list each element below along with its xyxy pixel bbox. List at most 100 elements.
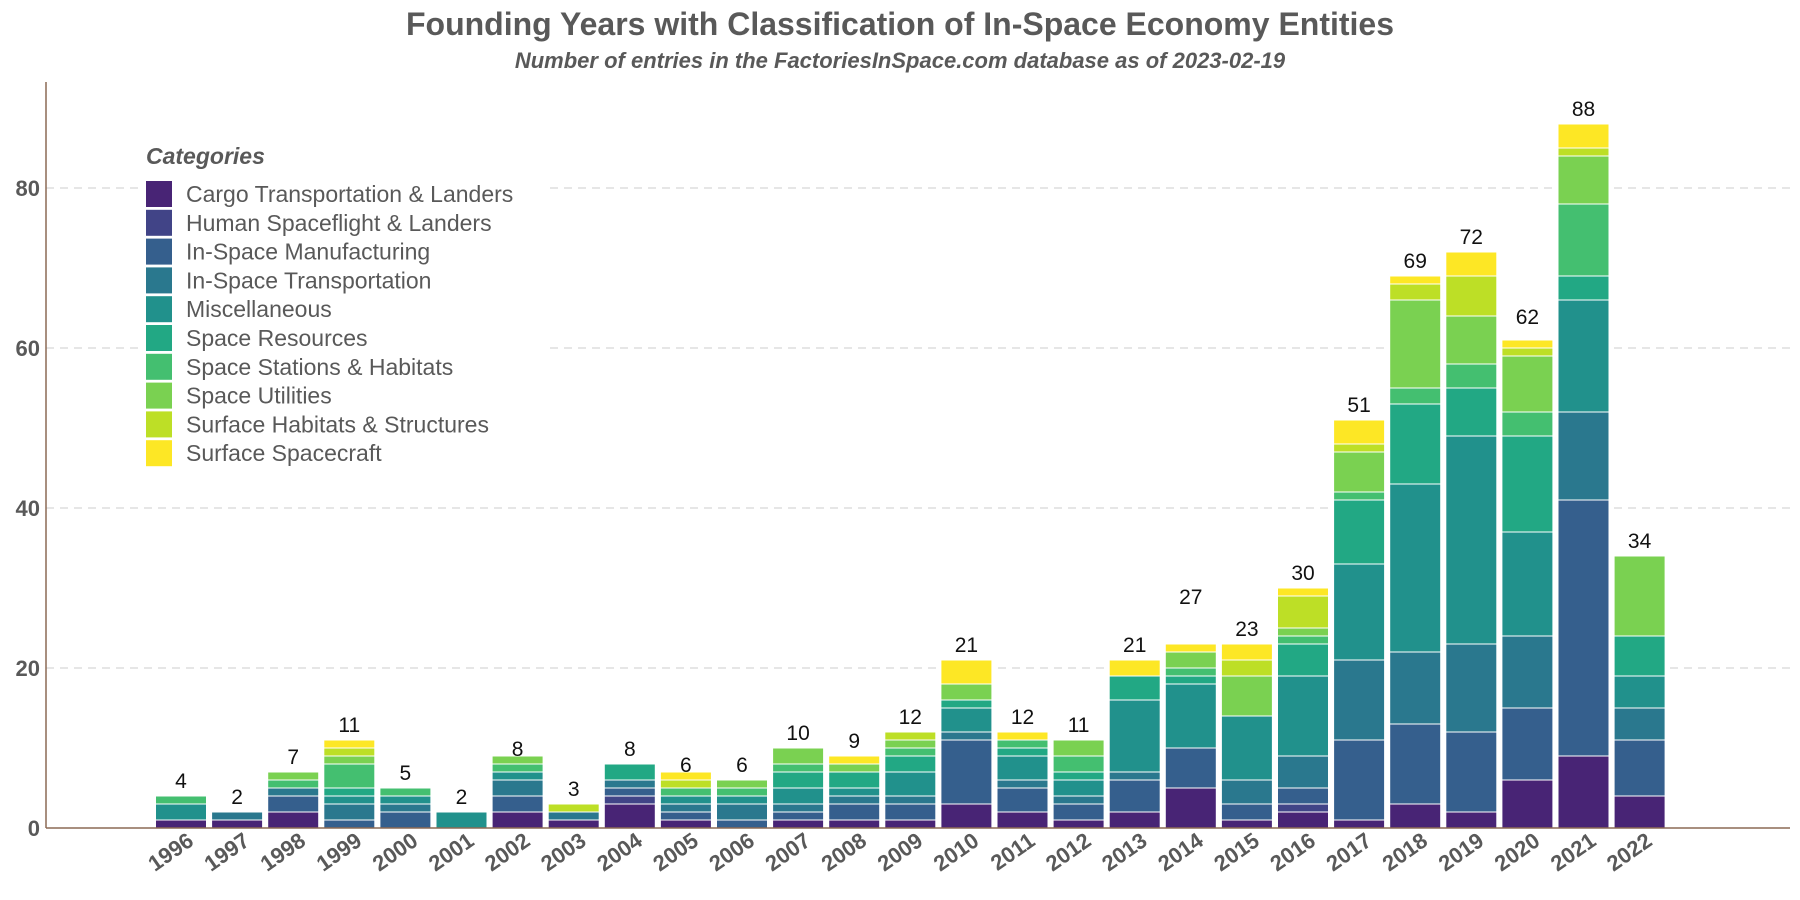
bar-segment bbox=[323, 747, 376, 757]
bar-segment bbox=[1445, 643, 1498, 733]
bar-total-label: 69 bbox=[1404, 250, 1427, 273]
bar-segment bbox=[491, 755, 544, 765]
legend-swatch bbox=[146, 238, 172, 265]
bar-segment bbox=[547, 819, 600, 829]
x-tick-label: 2012 bbox=[1041, 828, 1095, 877]
bar-segment bbox=[491, 771, 544, 781]
bar-segment bbox=[1445, 275, 1498, 317]
bar-segment bbox=[1557, 123, 1610, 149]
bar-segment bbox=[1333, 499, 1386, 565]
bar-segment bbox=[772, 803, 825, 813]
gridlines bbox=[46, 187, 1790, 669]
bar-segment bbox=[1389, 283, 1442, 301]
bar-segment bbox=[1220, 819, 1273, 829]
bar-segment bbox=[267, 795, 320, 813]
bar-segment bbox=[940, 731, 993, 741]
bar-segment bbox=[1445, 315, 1498, 365]
bar-segment bbox=[267, 779, 320, 789]
x-tick-label: 1996 bbox=[143, 828, 197, 877]
bar-segment bbox=[1277, 595, 1329, 629]
bars bbox=[155, 123, 1666, 829]
bar-segment bbox=[379, 811, 432, 829]
bar-segment bbox=[1277, 755, 1329, 789]
bar-segment bbox=[1333, 443, 1386, 453]
bar-segment bbox=[1333, 563, 1386, 661]
bar-total-label: 11 bbox=[1068, 714, 1090, 737]
bar-segment bbox=[1164, 683, 1217, 749]
bar-segment bbox=[1557, 755, 1610, 829]
bar-segment bbox=[1501, 347, 1554, 357]
bar-segment bbox=[323, 787, 376, 797]
bar-segment bbox=[828, 819, 881, 829]
bar-segment bbox=[828, 763, 881, 773]
x-tick-label: 2010 bbox=[929, 828, 983, 877]
bar-segment bbox=[772, 771, 825, 789]
bar-segment bbox=[1277, 803, 1329, 813]
bar-total-label: 21 bbox=[955, 634, 978, 657]
bar-segment bbox=[1501, 531, 1554, 637]
bar-segment bbox=[996, 779, 1049, 789]
bar-segment bbox=[1613, 555, 1666, 637]
bar-segment bbox=[603, 803, 656, 829]
x-tick-label: 2022 bbox=[1602, 828, 1656, 877]
bar-segment bbox=[603, 787, 656, 797]
x-tick-label: 2016 bbox=[1265, 828, 1319, 877]
bar-segment bbox=[323, 795, 376, 805]
bar-segment bbox=[940, 659, 993, 685]
bar-segment bbox=[1220, 779, 1273, 805]
bar-segment bbox=[1220, 675, 1273, 717]
legend-swatch bbox=[146, 411, 172, 438]
bar-segment bbox=[884, 747, 937, 757]
bar-segment bbox=[828, 803, 881, 821]
x-tick-label: 1998 bbox=[256, 828, 310, 877]
bar-segment bbox=[155, 819, 207, 829]
legend-swatch bbox=[146, 440, 172, 467]
bar-segment bbox=[1277, 587, 1329, 597]
bar-segment bbox=[1501, 707, 1554, 781]
bar-segment bbox=[379, 787, 432, 797]
bar-segment bbox=[1277, 675, 1329, 757]
bar-segment bbox=[603, 763, 656, 781]
bar-segment bbox=[323, 803, 376, 821]
bar-segment bbox=[1108, 675, 1161, 701]
bar-segment bbox=[772, 819, 825, 829]
bar-total-label: 6 bbox=[736, 754, 748, 777]
bar-segment bbox=[1613, 795, 1666, 829]
legend-label: Miscellaneous bbox=[186, 296, 332, 322]
bar-segment bbox=[1613, 675, 1666, 709]
bar-segment bbox=[659, 779, 712, 789]
bar-segment bbox=[1164, 787, 1217, 829]
y-tick-label: 60 bbox=[16, 336, 40, 361]
chart-subtitle: Number of entries in the FactoriesInSpac… bbox=[514, 48, 1286, 73]
bar-segment bbox=[1277, 627, 1329, 637]
bar-segment bbox=[211, 819, 264, 829]
bar-segment bbox=[1052, 739, 1105, 757]
bar-segment bbox=[267, 771, 320, 781]
x-tick-label: 1997 bbox=[200, 828, 254, 877]
bar-segment bbox=[1333, 659, 1386, 741]
legend-background bbox=[140, 138, 550, 478]
bar-segment bbox=[323, 763, 376, 789]
bar-segment bbox=[884, 739, 937, 749]
x-tick-label: 2005 bbox=[648, 828, 702, 877]
bar-segment bbox=[716, 787, 768, 797]
bar-segment bbox=[1501, 635, 1554, 709]
bar-segment bbox=[659, 819, 712, 829]
bar-segment bbox=[547, 803, 600, 813]
x-tick-label: 2014 bbox=[1153, 827, 1208, 876]
bar-segment bbox=[716, 803, 768, 821]
x-tick-label: 2021 bbox=[1546, 828, 1600, 877]
bar-segment bbox=[828, 771, 881, 789]
bar-segment bbox=[1164, 643, 1217, 653]
bar-segment bbox=[1389, 651, 1442, 725]
bar-segment bbox=[996, 787, 1049, 813]
bar-segment bbox=[1220, 715, 1273, 781]
legend-title: Categories bbox=[146, 143, 265, 169]
bar-segment bbox=[1389, 299, 1442, 389]
bar-segment bbox=[491, 811, 544, 829]
bar-segment bbox=[155, 803, 207, 821]
bar-total-label: 88 bbox=[1572, 98, 1595, 121]
bar-segment bbox=[1277, 643, 1329, 677]
legend-swatch bbox=[146, 382, 172, 409]
bar-segment bbox=[211, 811, 264, 821]
